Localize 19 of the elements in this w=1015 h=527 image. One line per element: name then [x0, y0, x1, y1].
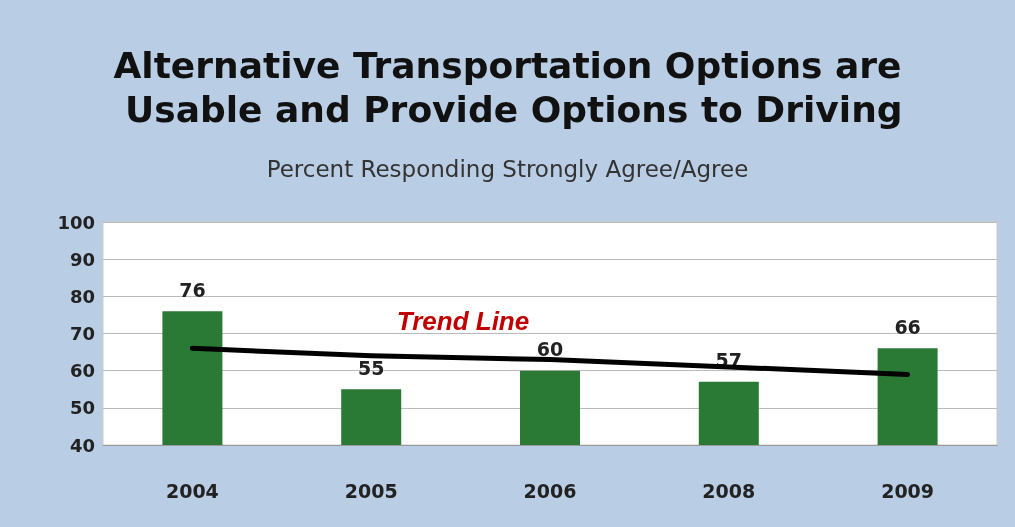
- annotation: Trend Line: [396, 306, 530, 336]
- y-tick-label: 100: [57, 211, 95, 233]
- data-label: 55: [357, 356, 385, 379]
- data-label: 66: [894, 315, 921, 338]
- y-tick-label: 40: [69, 434, 95, 456]
- x-tick-label: 2004: [165, 479, 219, 502]
- y-tick-label: 70: [69, 323, 95, 344]
- data-label: 60: [536, 338, 564, 361]
- x-tick-label: 2008: [702, 479, 756, 502]
- x-tick-label: 2005: [344, 479, 398, 502]
- data-label: 76: [179, 278, 206, 301]
- y-tick-label: 90: [69, 248, 95, 270]
- x-tick-label: 2009: [881, 479, 935, 502]
- y-tick-label: 60: [69, 360, 95, 382]
- y-tick-label: 80: [69, 285, 95, 307]
- y-tick-label: 50: [69, 397, 95, 419]
- chart-title: Alternative Transportation Options are Usable and Provide Options to Driving: [112, 44, 903, 130]
- chart-subtitle: Percent Responding Strongly Agree/Agree: [266, 155, 749, 182]
- x-tick-label: 2006: [523, 479, 577, 502]
